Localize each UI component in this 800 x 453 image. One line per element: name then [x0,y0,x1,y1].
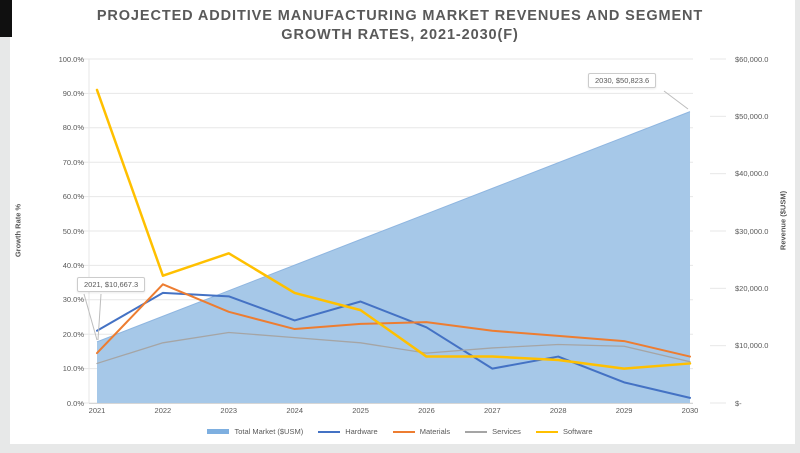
legend-label: Hardware [345,427,378,436]
x-axis-tick: 2022 [154,406,172,415]
left-axis-tick: 60.0% [62,192,84,202]
left-axis-tick: 100.0% [58,54,84,64]
right-axis-tick: $60,000.0 [735,54,769,64]
legend-label: Total Market ($USM) [234,427,304,436]
series-line-software [95,88,692,370]
x-axis-tick: 2024 [286,406,303,415]
right-axis-tick: $10,000.0 [735,341,769,351]
chart-title-line1: PROJECTED ADDITIVE MANUFACTURING MARKET … [96,8,704,24]
left-axis-tick: 70.0% [62,157,84,167]
left-axis-tick: 10.0% [62,364,84,374]
legend: Total Market ($USM) Hardware Materials Serv… [0,427,800,436]
legend-item-software: Software [535,427,593,436]
left-axis-tick: 0.0% [66,398,84,408]
legend-marker [535,430,558,433]
left-axis-tick: 80.0% [62,123,84,133]
series-line-hardware [96,291,691,399]
right-axis-tick: $50,000.0 [735,111,769,121]
chart-title: PROJECTED ADDITIVE MANUFACTURING MARKET … [60,7,740,45]
right-axis-title: Revenue ($USM) [778,190,788,251]
legend-item-materials: Materials [392,427,451,436]
legend-marker [392,430,415,433]
area-edge [96,111,691,343]
right-axis-tick: $40,000.0 [735,169,769,179]
area-total-market [97,111,690,403]
x-axis-tick: 2027 [483,406,501,415]
x-axis-tick: 2025 [352,406,369,415]
left-axis-tick: 90.0% [62,88,84,98]
legend-item-total-market-usm: Total Market ($USM) [207,427,303,436]
legend-label: Materials [419,427,451,436]
legend-marker [318,430,341,433]
left-axis-tick: 20.0% [62,329,84,339]
x-axis-tick: 2028 [549,406,567,415]
data-label-2021: 2021, $10,667.3 [77,277,146,292]
legend-marker [465,430,488,433]
leader-line-2021 [83,293,98,341]
x-axis-tick: 2021 [88,406,106,415]
series-line-materials [96,283,691,358]
x-axis-tick: 2026 [418,406,435,415]
series-line-services [96,331,691,365]
x-axis-tick: 2030 [681,406,699,415]
right-axis-tick: $- [735,398,742,408]
x-axis-tick: 2023 [220,406,238,415]
x-axis-tick: 2029 [615,406,633,415]
legend-label: Services [492,427,521,436]
left-axis-tick: 30.0% [62,295,84,305]
corner-artifact [0,0,12,37]
left-axis-tick: 50.0% [62,226,84,236]
legend-marker [207,429,230,434]
right-axis-tick: $30,000.0 [735,226,769,236]
leader-line-2030 [663,90,689,110]
right-axis-tick: $20,000.0 [735,283,769,293]
legend-label: Software [562,427,593,436]
data-label-2030: 2030, $50,823.6 [588,73,657,88]
leader-line-2021 [97,293,102,341]
legend-item-services: Services [465,427,521,436]
chart-title-line2: GROWTH RATES, 2021-2030(F) [281,27,519,43]
left-axis-title: Growth Rate % [13,203,23,258]
left-axis-tick: 40.0% [62,260,84,270]
legend-item-hardware: Hardware [318,427,378,436]
